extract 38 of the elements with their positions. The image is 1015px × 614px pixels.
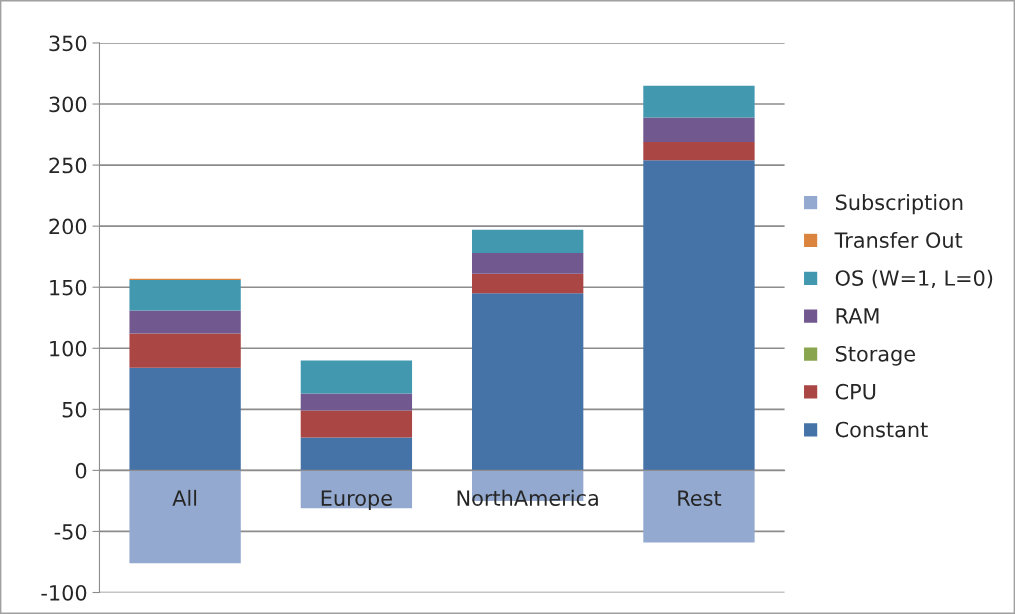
legend-label: Constant <box>835 421 928 438</box>
bar <box>643 470 755 543</box>
bar <box>643 141 755 161</box>
legend-label: RAM <box>836 308 879 324</box>
y-tick-label: 300 <box>49 96 87 113</box>
y-tick-label: 250 <box>49 157 87 174</box>
bar <box>472 253 584 274</box>
bar <box>300 410 413 438</box>
bar <box>643 160 755 471</box>
bar <box>300 393 413 411</box>
bar <box>472 273 584 294</box>
bar <box>129 279 241 311</box>
bar <box>643 85 755 118</box>
bar <box>129 367 241 471</box>
x-tick-label: All <box>172 489 197 506</box>
y-tick-label: -100 <box>41 584 87 601</box>
bar <box>300 437 413 471</box>
legend-label: CPU <box>835 383 876 400</box>
bar <box>472 229 584 254</box>
y-tick-label: 50 <box>62 401 87 418</box>
legend-label: OS (W=1, L=0) <box>835 269 993 289</box>
y-tick-label: 150 <box>50 279 87 296</box>
bar <box>129 470 241 564</box>
legend-label: Subscription <box>835 194 963 215</box>
x-tick-label: Rest <box>678 490 722 506</box>
y-tick-label: -50 <box>54 523 87 540</box>
y-tick-label: 100 <box>50 340 87 357</box>
y-tick-label: 200 <box>49 218 87 235</box>
legend-label: Storage <box>835 345 915 366</box>
bar <box>643 117 755 142</box>
bar <box>472 293 584 471</box>
y-tick-label: 350 <box>49 35 87 52</box>
bar <box>129 333 241 368</box>
legend-label: Transfer Out <box>834 231 963 249</box>
y-tick-label: 0 <box>75 462 87 479</box>
bar <box>129 310 241 334</box>
x-tick-label: Europe <box>321 490 392 510</box>
bar <box>300 360 413 394</box>
